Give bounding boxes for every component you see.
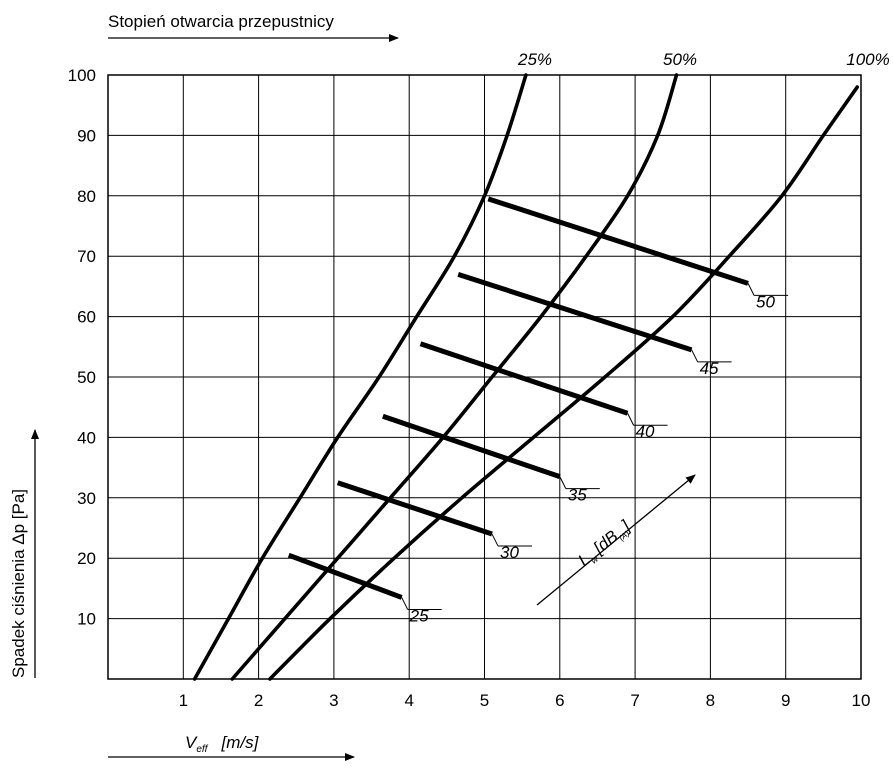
noise-line-45 — [457, 271, 693, 353]
y-tick-label: 40 — [77, 428, 96, 447]
y-tick-label: 60 — [77, 308, 96, 327]
noise-label: 35 — [568, 486, 587, 505]
y-tick-label: 20 — [77, 549, 96, 568]
series-line-25pct — [192, 73, 528, 681]
y-tick-label: 80 — [77, 187, 96, 206]
series-label: 100% — [846, 50, 889, 69]
x-tick-label: 1 — [179, 691, 188, 710]
noise-leader — [559, 476, 567, 489]
noise-label: 50 — [756, 292, 775, 311]
series-line-50pct — [230, 73, 679, 681]
y-tick-labels: 10 20 30 40 50 60 70 80 90 100 — [68, 66, 96, 629]
noise-line-50 — [487, 196, 749, 286]
opening-curves — [192, 73, 860, 681]
noise-leader — [691, 349, 699, 363]
x-tick-label: 4 — [404, 691, 413, 710]
noise-label: 40 — [636, 422, 655, 441]
y-tick-label: 100 — [68, 66, 96, 85]
noise-line-35 — [382, 413, 561, 480]
x-tick-label: 6 — [555, 691, 564, 710]
y-tick-label: 70 — [77, 247, 96, 266]
series-labels: 25% 50% 100% — [517, 50, 890, 69]
noise-label: 25 — [409, 606, 429, 625]
noise-line-25 — [287, 552, 403, 600]
y-tick-label: 30 — [77, 489, 96, 508]
chart-title: Stopień otwarcia przepustnicy — [108, 12, 334, 31]
x-tick-label: 8 — [706, 691, 715, 710]
y-tick-label: 90 — [77, 126, 96, 145]
noise-axis-label: Lw[dB(A)] — [574, 516, 635, 572]
y-tick-label: 10 — [77, 610, 96, 629]
x-tick-labels: 1 2 3 4 5 6 7 8 9 10 — [179, 691, 871, 710]
x-tick-label: 5 — [480, 691, 489, 710]
x-axis-title: Veff [m/s] — [185, 733, 260, 755]
y-axis-title: Spadek ciśnienia Δp [Pa] — [9, 489, 28, 678]
noise-leader — [747, 283, 755, 296]
noise-leader — [401, 597, 409, 610]
noise-lines: 25 30 35 40 45 50 — [287, 196, 789, 625]
series-label: 50% — [663, 50, 697, 69]
x-tick-label: 3 — [329, 691, 338, 710]
series-label: 25% — [517, 50, 552, 69]
y-tick-label: 50 — [77, 368, 96, 387]
noise-leader — [627, 413, 635, 426]
x-tick-label: 9 — [781, 691, 790, 710]
x-tick-label: 7 — [630, 691, 639, 710]
x-tick-label: 2 — [254, 691, 263, 710]
grid — [108, 74, 862, 679]
noise-leader — [491, 533, 499, 547]
noise-arrow — [536, 474, 696, 606]
noise-line-30 — [336, 480, 493, 537]
series-line-100pct — [268, 85, 860, 681]
x-tick-label: 10 — [852, 691, 871, 710]
noise-line-40 — [419, 341, 629, 416]
noise-label: 45 — [700, 359, 719, 378]
noise-label: 30 — [500, 543, 519, 562]
